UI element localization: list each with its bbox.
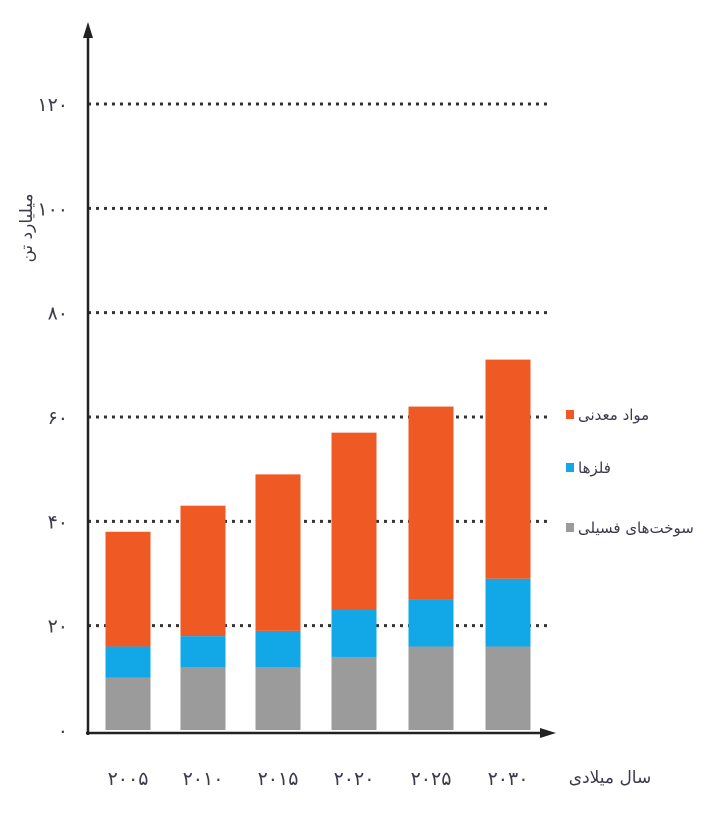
- bar-segment: [485, 578, 531, 647]
- y-tick-label: ۱۰۰: [37, 198, 68, 220]
- bar-segment: [408, 646, 454, 730]
- x-tick-labels: ۲۰۰۵ ۲۰۱۰ ۲۰۱۵ ۲۰۲۰ ۲۰۲۵ ۲۰۳۰: [108, 768, 529, 790]
- y-tick-label: ۰: [58, 720, 68, 742]
- x-axis-label: سال میلادی: [569, 768, 651, 788]
- bar-segment: [408, 406, 454, 600]
- legend-swatch: [566, 523, 574, 532]
- y-tick-label: ۶۰: [48, 407, 68, 429]
- legend-label: مواد معدنی: [578, 406, 649, 424]
- bar-segment: [180, 667, 226, 730]
- legend-label: فلزها: [578, 459, 611, 477]
- axes: [83, 22, 556, 738]
- legend-swatch: [566, 463, 574, 472]
- y-tick-labels: ۰ ۲۰ ۴۰ ۶۰ ۸۰ ۱۰۰ ۱۲۰: [37, 94, 68, 742]
- y-tick-label: ۲۰: [48, 616, 68, 638]
- legend-label: سوخت‌های فسیلی: [578, 519, 694, 537]
- x-tick-label: ۲۰۱۰: [183, 768, 224, 790]
- y-axis-label: میلیارد تن: [17, 193, 37, 262]
- bar-segment: [180, 505, 226, 637]
- bar-segment: [255, 630, 301, 668]
- bar-segment: [485, 359, 531, 579]
- bar-segment: [485, 646, 531, 730]
- bar-segment: [105, 531, 151, 647]
- gridlines: [88, 102, 550, 628]
- x-tick-label: ۲۰۰۵: [108, 768, 149, 790]
- bar-segment: [331, 656, 377, 730]
- bar-segment: [255, 667, 301, 730]
- y-tick-label: ۸۰: [48, 303, 68, 325]
- bars: [105, 359, 531, 730]
- legend-swatch: [566, 410, 574, 419]
- legend: مواد معدنی فلزها سوخت‌های فسیلی: [566, 406, 694, 537]
- x-tick-label: ۲۰۱۵: [258, 768, 299, 790]
- y-axis-arrow-icon: [83, 22, 93, 38]
- bar-segment: [105, 677, 151, 730]
- bar-segment: [180, 636, 226, 668]
- bar-segment: [331, 432, 377, 611]
- y-tick-label: ۱۲۰: [37, 94, 68, 116]
- x-tick-label: ۲۰۲۵: [411, 768, 452, 790]
- bar-segment: [331, 610, 377, 657]
- x-axis-arrow-icon: [540, 728, 556, 738]
- x-tick-label: ۲۰۲۰: [334, 768, 375, 790]
- bar-segment: [105, 646, 151, 678]
- x-tick-label: ۲۰۳۰: [488, 768, 529, 790]
- y-tick-label: ۴۰: [48, 511, 68, 533]
- bar-segment: [408, 599, 454, 647]
- bar-segment: [255, 474, 301, 631]
